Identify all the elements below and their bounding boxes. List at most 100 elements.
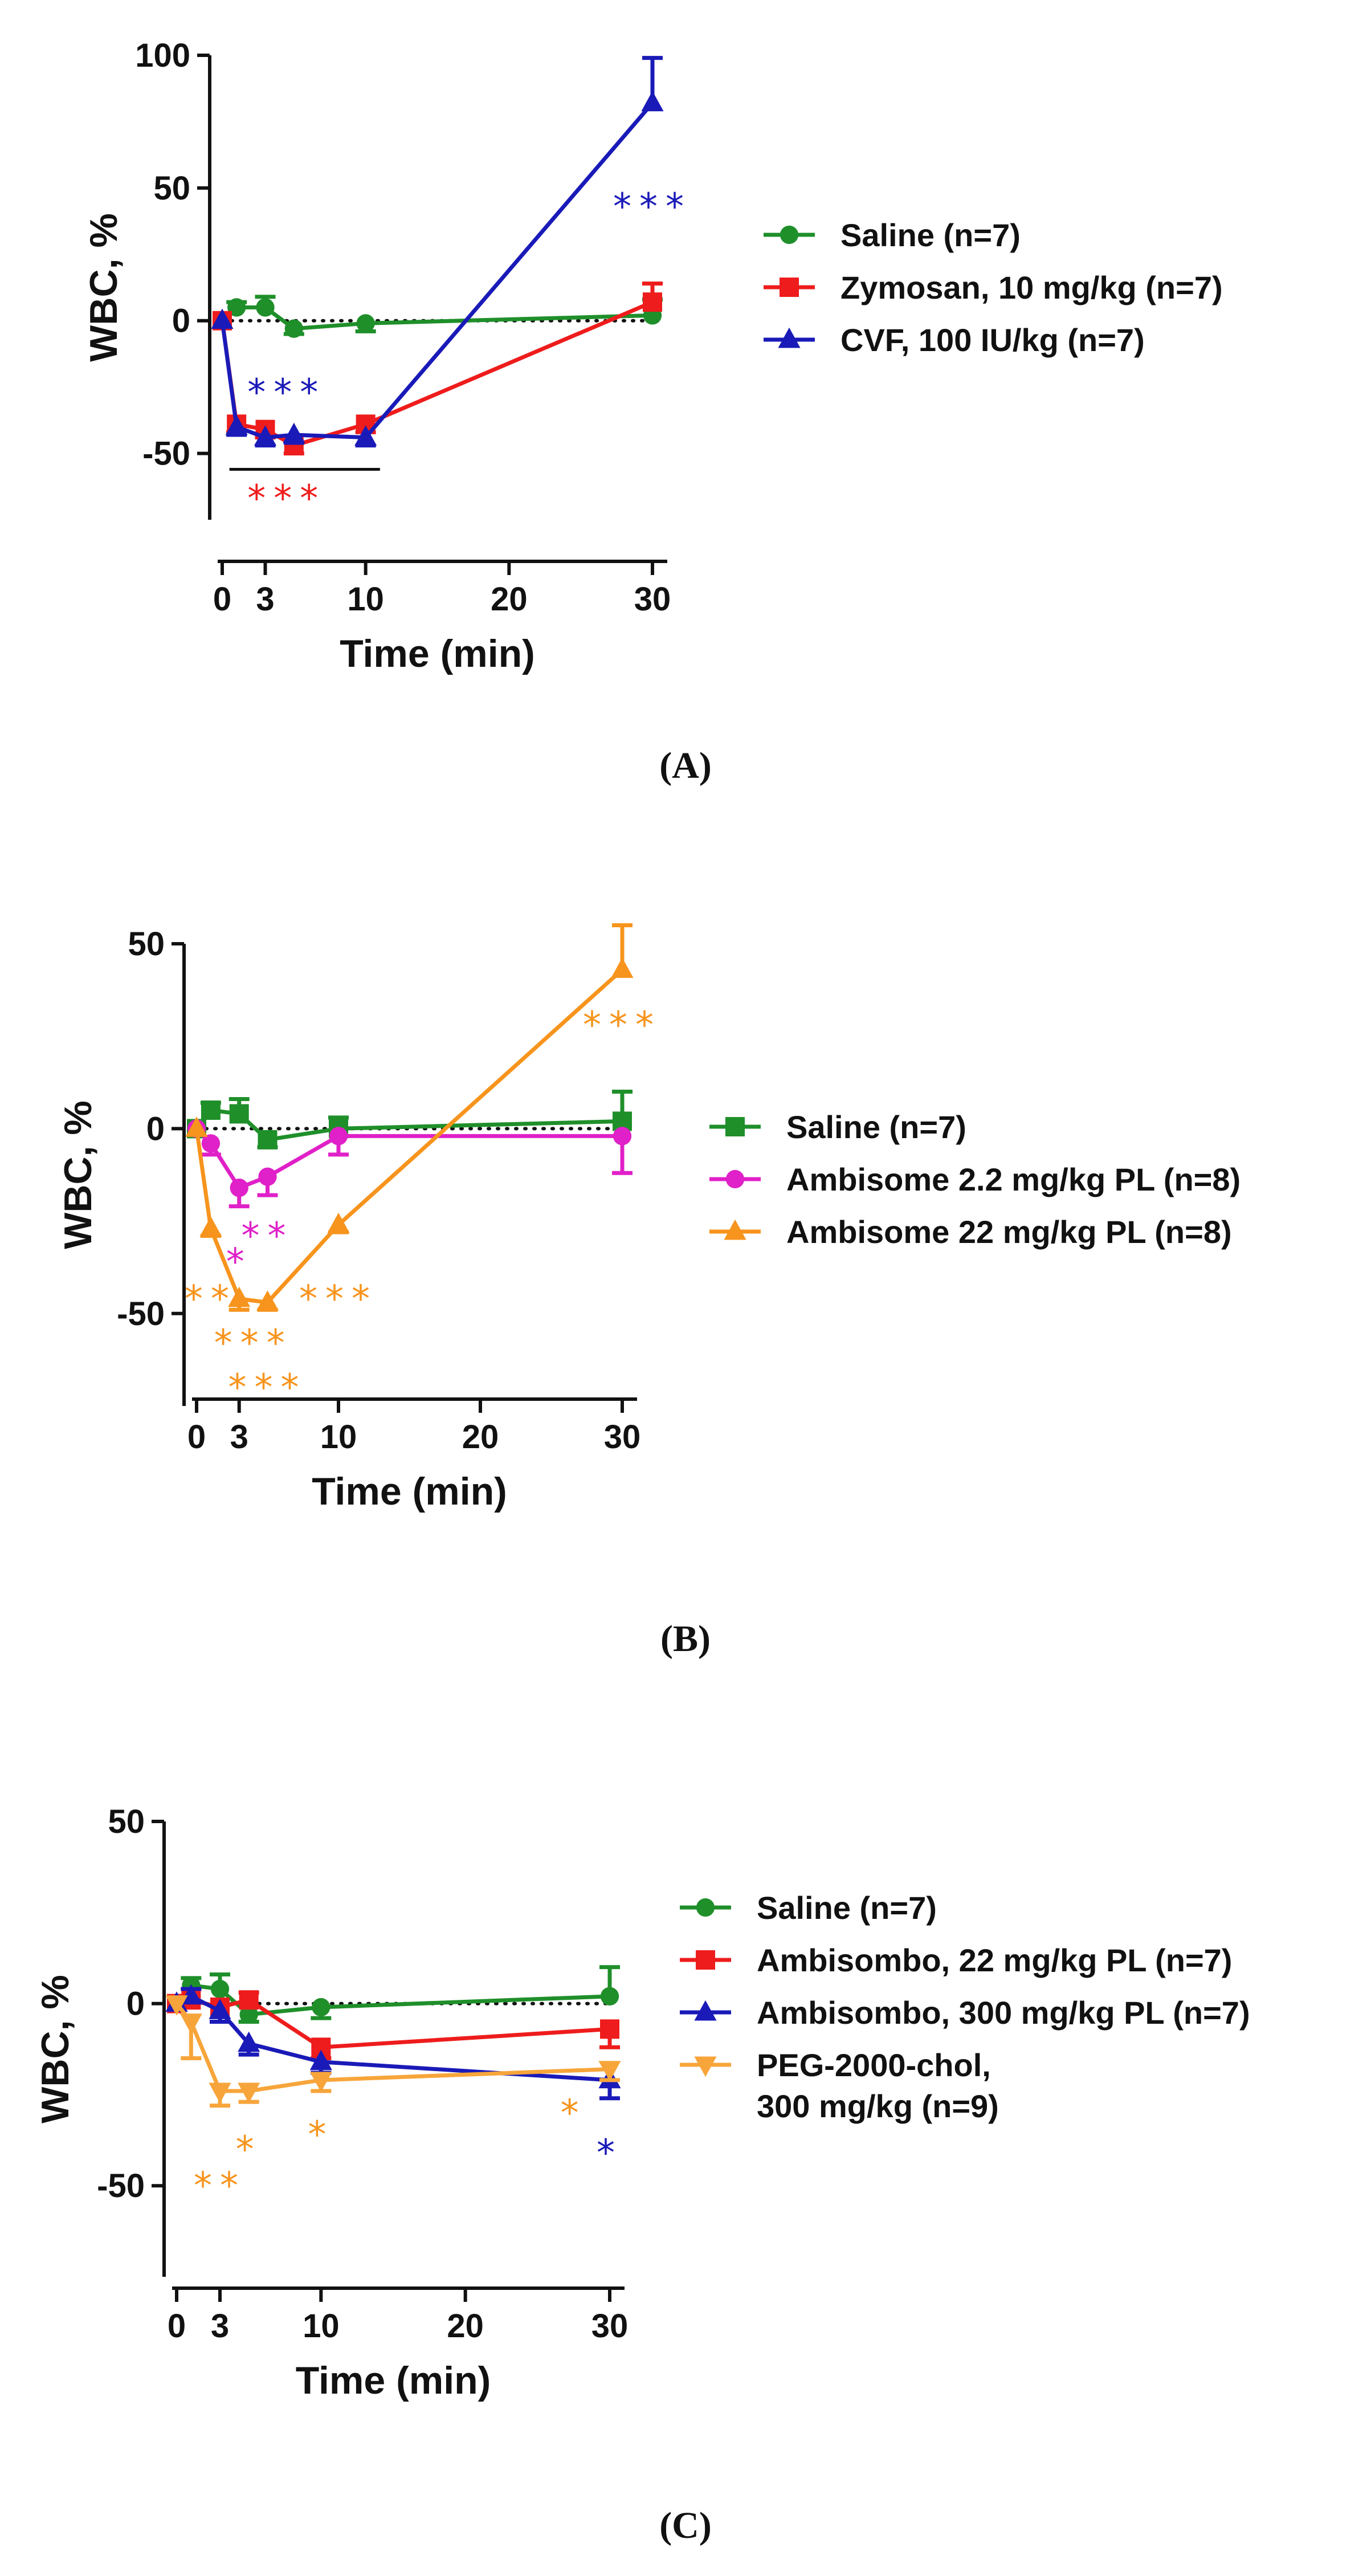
data-point [600, 1987, 619, 2006]
significance-label: *** [583, 1005, 662, 1047]
legend-marker [694, 2056, 717, 2077]
legend-item: Ambisombo, 22 mg/kg PL (n=7) [680, 1942, 1232, 1978]
legend: Saline (n=7) Ambisombo, 22 mg/kg PL (n=7)… [680, 1890, 1250, 2124]
legend-item: Ambisome 22 mg/kg PL (n=8) [709, 1214, 1232, 1250]
series-0 [187, 1090, 633, 1150]
x-tick-label: 3 [230, 1419, 248, 1456]
y-axis-title: WBC, % [56, 1100, 100, 1249]
significance-label: * [308, 2114, 334, 2157]
data-point [209, 1999, 231, 2019]
series-0 [181, 1965, 620, 2024]
x-tick-label: 30 [604, 1419, 641, 1456]
y-tick-label: 0 [127, 1986, 145, 2023]
x-tick-label: 30 [591, 2308, 629, 2345]
series-2 [165, 1984, 621, 2101]
data-point [230, 1179, 248, 1197]
significance-label: *** [247, 372, 326, 414]
legend-marker [778, 327, 801, 348]
data-point [185, 1116, 208, 1137]
y-axis-title: WBC, % [82, 213, 125, 362]
legend-marker [696, 1950, 715, 1970]
data-point [238, 2031, 260, 2052]
x-tick-label: 30 [634, 581, 671, 618]
legend-item: Saline (n=7) [764, 217, 1021, 253]
legend: Saline (n=7) Zymosan, 10 mg/kg (n=7) CVF, … [764, 217, 1223, 358]
significance-label: *** [214, 1323, 293, 1365]
legend-item: Saline (n=7) [709, 1109, 966, 1145]
data-point [641, 91, 664, 112]
data-point [598, 2061, 621, 2081]
series-line [194, 968, 624, 1305]
series-2 [185, 923, 634, 1312]
significance-label: ** [185, 1278, 237, 1320]
series-1 [187, 1119, 633, 1209]
data-point [312, 1998, 330, 2017]
legend-label: Saline (n=7) [840, 217, 1021, 253]
data-point [229, 1104, 249, 1124]
legend-label: Saline (n=7) [757, 1890, 937, 1926]
y-tick-label: 0 [172, 303, 190, 340]
data-point [643, 292, 662, 312]
data-point [201, 1134, 221, 1153]
significance-label: * [597, 2133, 623, 2175]
significance-label: * [561, 2092, 587, 2134]
data-point [613, 1127, 632, 1146]
data-point [239, 1990, 259, 2010]
x-axis-title: Time (min) [296, 2359, 491, 2402]
data-point [228, 1286, 251, 1307]
data-point [356, 314, 375, 333]
series-3 [165, 1995, 621, 2108]
legend-label: Ambisombo, 300 mg/kg PL (n=7) [757, 1995, 1250, 2031]
data-point [327, 1212, 350, 1233]
legend-label-line2: 300 mg/kg (n=9) [757, 2088, 999, 2124]
data-point [611, 957, 634, 978]
data-point [179, 2013, 202, 2034]
data-point [284, 319, 303, 338]
y-tick-label: 50 [108, 1803, 145, 1840]
legend-label: CVF, 100 IU/kg (n=7) [840, 322, 1145, 358]
legend-label: Zymosan, 10 mg/kg (n=7) [840, 270, 1223, 305]
data-point [211, 308, 234, 329]
legend-label: PEG-2000-chol, [757, 2047, 991, 2083]
series-0 [213, 295, 663, 338]
x-tick-label: 10 [347, 581, 384, 618]
legend-item: Zymosan, 10 mg/kg (n=7) [764, 270, 1223, 305]
legend-marker [780, 278, 799, 297]
legend-marker [694, 2000, 717, 2021]
legend-marker [696, 1898, 715, 1917]
data-point [239, 2005, 258, 2024]
series-2 [211, 56, 664, 448]
legend-label: Ambisome 22 mg/kg PL (n=8) [786, 1214, 1232, 1250]
legend-item: Ambisome 2.2 mg/kg PL (n=8) [709, 1161, 1241, 1197]
significance-label: * [226, 1241, 252, 1283]
legend-label: Ambisome 2.2 mg/kg PL (n=8) [786, 1161, 1241, 1197]
significance-label: *** [613, 186, 692, 228]
data-point [238, 2082, 260, 2104]
legend-marker [725, 1117, 745, 1136]
x-tick-label: 3 [211, 2308, 229, 2345]
legend-item: Saline (n=7) [680, 1890, 937, 1926]
x-tick-label: 10 [320, 1419, 357, 1456]
significance-label: * [236, 2129, 262, 2171]
y-tick-label: 0 [146, 1110, 165, 1147]
significance-label: ** [194, 2165, 246, 2207]
x-tick-label: 3 [256, 581, 274, 618]
significance-label: *** [299, 1278, 378, 1320]
panel-label: (C) [659, 2505, 712, 2546]
legend-marker [725, 1169, 745, 1189]
data-point [254, 425, 277, 446]
y-tick-label: -50 [97, 2167, 145, 2204]
x-tick-label: 10 [303, 2308, 340, 2345]
x-tick-label: 20 [462, 1419, 499, 1456]
y-axis-title: WBC, % [34, 1975, 77, 2123]
data-point [354, 425, 377, 446]
legend-item: CVF, 100 IU/kg (n=7) [764, 322, 1145, 358]
x-axis-title: Time (min) [340, 632, 535, 675]
legend-item: Ambisombo, 300 mg/kg PL (n=7) [680, 1995, 1250, 2031]
x-axis-title: Time (min) [312, 1470, 507, 1513]
legend-label: Ambisombo, 22 mg/kg PL (n=7) [757, 1942, 1232, 1978]
